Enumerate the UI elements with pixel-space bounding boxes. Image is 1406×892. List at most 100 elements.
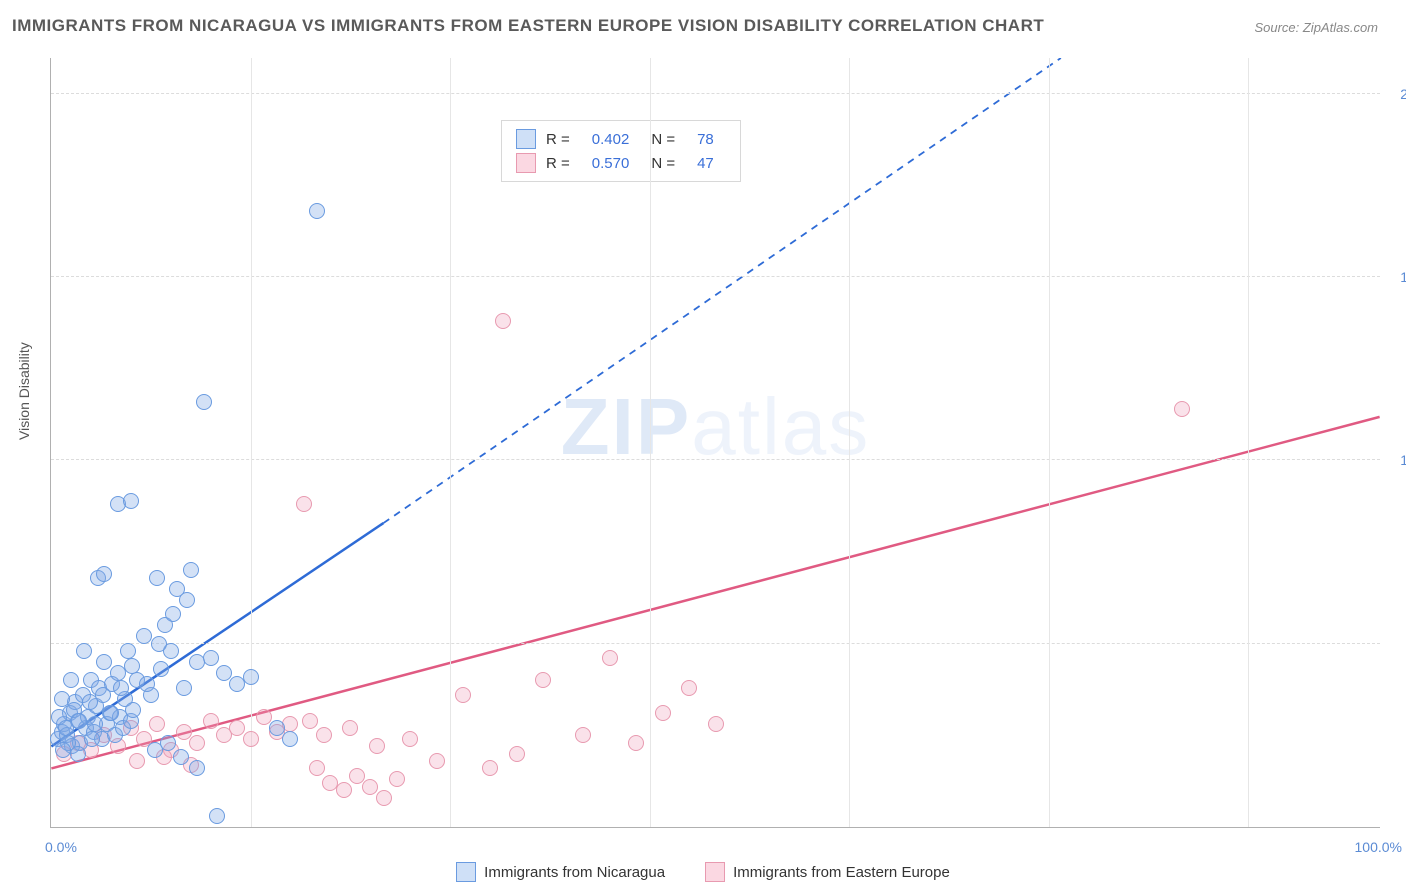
- data-point-pink: [123, 720, 139, 736]
- gridline-v: [251, 58, 252, 827]
- data-point-pink: [455, 687, 471, 703]
- series-label-pink: Immigrants from Eastern Europe: [733, 864, 950, 881]
- data-point-pink: [628, 735, 644, 751]
- data-point-blue: [59, 727, 75, 743]
- swatch-pink: [516, 153, 536, 173]
- data-point-blue: [115, 720, 131, 736]
- data-point-blue: [229, 676, 245, 692]
- data-point-blue: [160, 735, 176, 751]
- data-point-pink: [495, 313, 511, 329]
- data-point-blue: [78, 720, 94, 736]
- swatch-blue: [516, 129, 536, 149]
- data-point-pink: [655, 705, 671, 721]
- data-point-pink: [535, 672, 551, 688]
- data-point-blue: [147, 742, 163, 758]
- data-point-blue: [269, 720, 285, 736]
- data-point-blue: [54, 691, 70, 707]
- data-point-blue: [87, 716, 103, 732]
- data-point-blue: [196, 394, 212, 410]
- data-point-blue: [107, 727, 123, 743]
- data-point-blue: [110, 665, 126, 681]
- data-point-blue: [163, 643, 179, 659]
- data-point-blue: [76, 643, 92, 659]
- data-point-blue: [216, 665, 232, 681]
- gridline-v: [849, 58, 850, 827]
- data-point-pink: [110, 738, 126, 754]
- data-point-blue: [82, 694, 98, 710]
- data-point-blue: [149, 570, 165, 586]
- data-point-blue: [124, 658, 140, 674]
- legend-row-pink: R = 0.570 N = 47: [516, 151, 726, 175]
- gridline-v: [1248, 58, 1249, 827]
- data-point-blue: [102, 705, 118, 721]
- data-point-blue: [179, 592, 195, 608]
- data-point-blue: [67, 694, 83, 710]
- r-value-blue: 0.402: [592, 131, 630, 148]
- data-point-blue: [153, 661, 169, 677]
- data-point-blue: [70, 713, 86, 729]
- data-point-pink: [575, 727, 591, 743]
- data-point-blue: [120, 643, 136, 659]
- data-point-pink: [282, 716, 298, 732]
- data-point-pink: [156, 749, 172, 765]
- data-point-blue: [189, 654, 205, 670]
- data-point-blue: [80, 709, 96, 725]
- data-point-blue: [75, 687, 91, 703]
- source-attribution: Source: ZipAtlas.com: [1254, 20, 1378, 35]
- data-point-blue: [112, 709, 128, 725]
- data-point-pink: [56, 746, 72, 762]
- swatch-pink: [705, 862, 725, 882]
- legend-row-blue: R = 0.402 N = 78: [516, 127, 726, 151]
- data-point-blue: [54, 724, 70, 740]
- data-point-pink: [136, 731, 152, 747]
- data-point-blue: [165, 606, 181, 622]
- data-point-blue: [71, 713, 87, 729]
- data-point-blue: [183, 562, 199, 578]
- gridline-v: [1049, 58, 1050, 827]
- data-point-blue: [104, 676, 120, 692]
- data-point-pink: [216, 727, 232, 743]
- data-point-pink: [203, 713, 219, 729]
- data-point-pink: [369, 738, 385, 754]
- data-point-blue: [129, 672, 145, 688]
- data-point-pink: [322, 775, 338, 791]
- data-point-blue: [103, 705, 119, 721]
- series-legend: Immigrants from Nicaragua Immigrants fro…: [0, 862, 1406, 882]
- data-point-blue: [169, 581, 185, 597]
- data-point-blue: [282, 731, 298, 747]
- y-tick: 20.0%: [1390, 86, 1406, 102]
- r-label: R =: [546, 155, 570, 172]
- data-point-blue: [95, 687, 111, 703]
- data-point-pink: [349, 768, 365, 784]
- data-point-pink: [708, 716, 724, 732]
- data-point-pink: [70, 735, 86, 751]
- y-axis-label: Vision Disability: [16, 342, 32, 440]
- data-point-blue: [83, 672, 99, 688]
- n-value-pink: 47: [697, 155, 714, 172]
- data-point-pink: [362, 779, 378, 795]
- data-point-blue: [66, 702, 82, 718]
- data-point-blue: [110, 496, 126, 512]
- scatter-plot-area: ZIPatlas R = 0.402 N = 78 R = 0.570 N = …: [50, 58, 1380, 828]
- data-point-blue: [56, 716, 72, 732]
- data-point-pink: [176, 724, 192, 740]
- data-point-blue: [203, 650, 219, 666]
- data-point-blue: [173, 749, 189, 765]
- chart-title: IMMIGRANTS FROM NICARAGUA VS IMMIGRANTS …: [12, 16, 1044, 36]
- data-point-blue: [209, 808, 225, 824]
- data-point-pink: [336, 782, 352, 798]
- data-point-blue: [72, 735, 88, 751]
- data-point-pink: [189, 735, 205, 751]
- n-label: N =: [651, 155, 675, 172]
- data-point-blue: [99, 716, 115, 732]
- data-point-pink: [149, 716, 165, 732]
- y-tick: 15.0%: [1390, 269, 1406, 285]
- data-point-pink: [389, 771, 405, 787]
- data-point-pink: [316, 727, 332, 743]
- data-point-pink: [602, 650, 618, 666]
- data-point-pink: [309, 760, 325, 776]
- x-tick-max: 100.0%: [1355, 839, 1402, 855]
- data-point-pink: [83, 742, 99, 758]
- data-point-blue: [123, 493, 139, 509]
- data-point-blue: [96, 566, 112, 582]
